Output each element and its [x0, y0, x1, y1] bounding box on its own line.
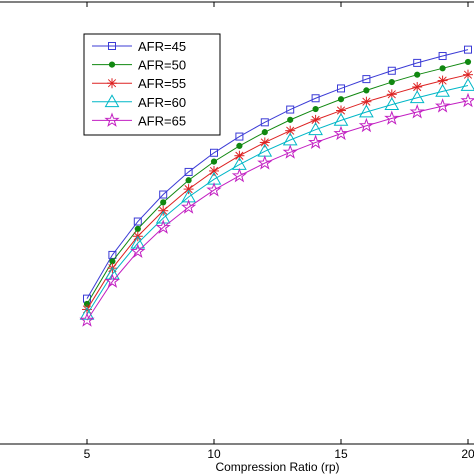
series-line	[86, 85, 469, 315]
data-point	[311, 94, 320, 103]
data-point	[155, 210, 171, 224]
data-point	[180, 199, 197, 214]
legend-entry: AFR=65	[92, 112, 186, 128]
data-point	[130, 243, 146, 258]
data-point	[209, 165, 219, 176]
data-point	[231, 167, 248, 183]
data-point	[261, 129, 268, 136]
legend: AFR=45 AFR=50 AFR=55 AFR=60 AFR=65	[83, 33, 221, 136]
legend-entry: AFR=50	[92, 58, 186, 73]
data-point	[184, 167, 193, 176]
axes: 5 10 15 20	[0, 1, 474, 461]
data-point	[333, 125, 349, 141]
series-afr-50	[83, 58, 472, 308]
data-point	[183, 184, 194, 195]
x-tick-label: 5	[84, 447, 91, 461]
data-point	[307, 134, 324, 149]
data-point	[434, 98, 451, 113]
series-afr-60	[79, 77, 474, 320]
series-line	[86, 61, 469, 305]
data-point	[312, 105, 319, 113]
data-point	[337, 84, 345, 93]
data-point	[384, 110, 400, 125]
data-point	[133, 217, 142, 226]
data-point	[464, 58, 472, 66]
data-point	[409, 103, 425, 119]
x-axis-label: Compression Ratio (rp)	[215, 460, 339, 474]
legend-label: AFR=45	[138, 39, 186, 54]
data-point	[105, 266, 120, 280]
data-point	[388, 78, 395, 86]
data-point	[384, 97, 400, 111]
series-line	[86, 49, 469, 299]
x-tick-label: 10	[207, 447, 221, 461]
data-point	[435, 83, 450, 97]
data-point	[185, 177, 192, 184]
legend-swatch-marker	[104, 94, 120, 108]
data-point	[363, 87, 370, 94]
legend-entry: AFR=45	[92, 39, 186, 54]
data-point	[463, 69, 473, 80]
series-afr-65	[79, 92, 474, 327]
data-point	[134, 225, 141, 232]
data-point	[259, 137, 270, 148]
data-point	[79, 306, 95, 320]
data-point	[438, 52, 447, 61]
data-point	[282, 144, 298, 159]
data-point	[387, 66, 396, 75]
data-point	[460, 92, 474, 108]
data-point	[308, 122, 323, 136]
data-point	[206, 182, 222, 197]
data-point	[236, 142, 243, 149]
data-point	[359, 104, 374, 118]
x-tick-label: 20	[461, 447, 474, 461]
data-point	[160, 199, 167, 206]
data-point	[414, 71, 421, 78]
legend-label: AFR=55	[138, 76, 186, 91]
data-point	[109, 258, 116, 265]
data-point	[286, 105, 295, 114]
data-point	[159, 190, 168, 199]
legend-label: AFR=65	[138, 113, 186, 128]
data-point	[257, 155, 273, 170]
legend-swatch-marker	[107, 78, 117, 89]
data-point	[210, 158, 218, 165]
data-point	[337, 96, 345, 103]
data-point	[79, 312, 95, 327]
data-point	[358, 117, 375, 133]
data-point	[130, 235, 146, 249]
data-point	[260, 118, 269, 127]
data-point	[333, 112, 349, 126]
data-point	[104, 273, 121, 288]
data-point	[235, 132, 244, 141]
data-point	[155, 219, 171, 234]
data-point	[409, 90, 425, 104]
legend-swatch-marker	[104, 112, 120, 127]
legend-swatch-marker	[108, 61, 116, 68]
legend-swatch-marker	[108, 42, 116, 50]
x-tick-label: 15	[334, 447, 348, 461]
data-point	[460, 77, 474, 91]
data-point	[413, 58, 422, 67]
series-lines	[79, 45, 474, 327]
data-point	[464, 45, 472, 54]
data-point	[210, 148, 218, 157]
legend-entry: AFR=55	[92, 76, 186, 91]
series-afr-55	[82, 69, 473, 315]
data-point	[287, 116, 294, 123]
legend-label: AFR=50	[138, 58, 186, 73]
data-point	[362, 75, 371, 84]
series-line	[86, 100, 469, 321]
series-line	[86, 74, 469, 310]
data-point	[234, 150, 245, 161]
legend-entry: AFR=60	[92, 94, 186, 110]
data-point	[439, 65, 446, 72]
legend-label: AFR=60	[138, 95, 186, 110]
